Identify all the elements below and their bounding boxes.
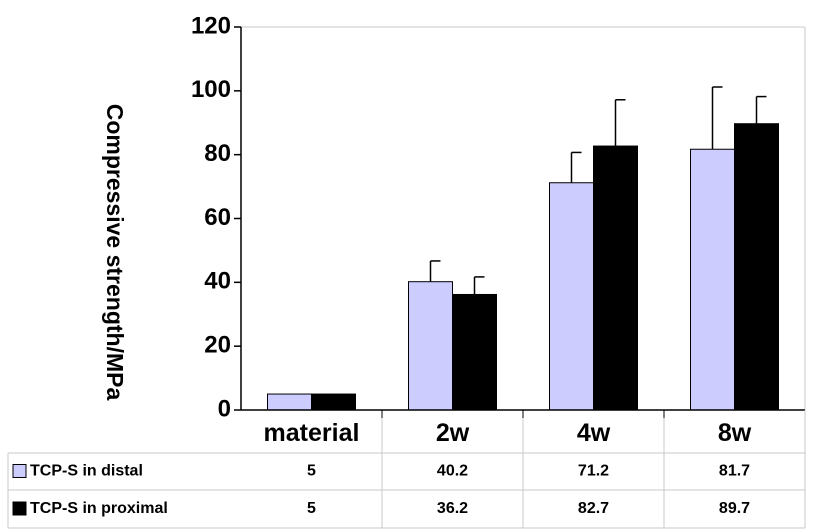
table-cell-value: 5 [307,463,316,480]
bar-proximal-2w [452,293,497,411]
series-name: TCP-S in distal [30,463,143,480]
y-tick-label: 60 [204,204,231,231]
bar-proximal-4w [593,145,638,411]
y-tick-label: 0 [218,395,231,422]
data-table: material 2w 4w 8w TCP-S in distal 5 40.2 71.2 81… [7,410,806,529]
x-category-label: 4w [577,419,611,447]
table-cell-value: 71.2 [578,463,609,480]
table-cell-value: 82.7 [578,500,609,517]
x-category-label: 8w [718,419,752,447]
bar-proximal-material [311,393,356,411]
bars-layer [267,123,779,411]
y-tick-label: 100 [191,76,231,103]
table-cell-value: 5 [307,500,316,517]
bar-distal-8w [690,148,735,411]
plot-frame [241,26,806,418]
y-tick-label: 40 [204,268,231,295]
y-tick-label: 80 [204,140,231,167]
x-category-label: material [264,419,360,447]
table-cell-value: 89.7 [719,500,750,517]
legend-swatch-proximal [12,501,27,516]
series-name: TCP-S in proximal [30,500,168,517]
bar-distal-material [267,393,312,411]
y-axis: 0 20 40 60 80 100 120 [191,12,805,422]
bar-distal-4w [549,182,594,411]
table-cell-value: 40.2 [437,463,468,480]
table-cell-value: 36.2 [437,500,468,517]
bar-proximal-8w [734,123,779,411]
table-cell-value: 81.7 [719,463,750,480]
legend-swatch-distal [12,464,27,478]
y-axis-title: Compressive strength/MPa [102,104,128,401]
error-bars-layer [429,86,767,295]
bar-distal-2w [408,281,453,411]
y-tick-label: 20 [204,332,231,359]
y-tick-label: 120 [191,12,231,39]
x-category-label: 2w [436,419,470,447]
